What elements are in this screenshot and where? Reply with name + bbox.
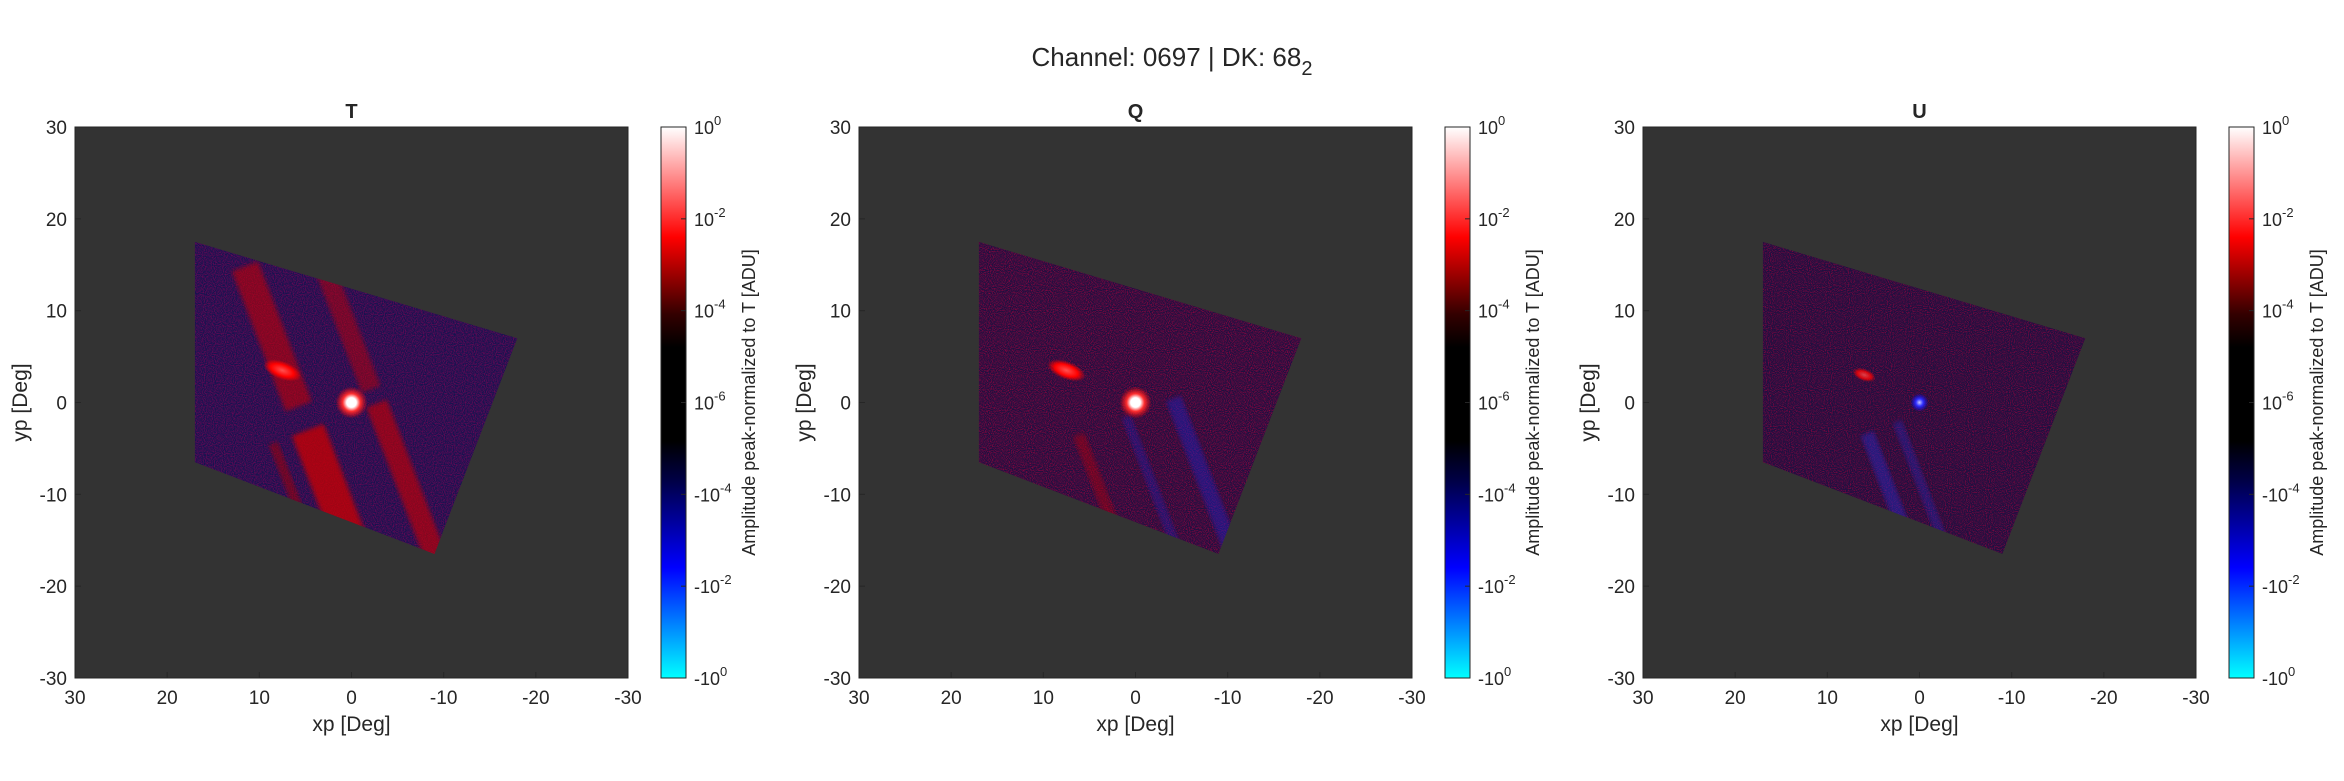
colorbar-tick-label: 10-6: [1478, 389, 1510, 414]
y-axis-label: yp [Deg]: [793, 363, 816, 441]
y-tick-label: 30: [830, 118, 851, 139]
colorbar-tick-label: 10-2: [694, 205, 726, 230]
x-tick-label: -20: [522, 688, 549, 709]
y-tick-label: -10: [1608, 485, 1635, 506]
panel-title: Q: [1128, 101, 1144, 123]
colorbar-tick-label: 10-2: [1478, 205, 1510, 230]
y-tick-label: 0: [1624, 394, 1635, 415]
colorbar-tick-label: 10-6: [694, 389, 726, 414]
y-tick-label: 10: [830, 302, 851, 323]
main-beam: [1910, 393, 1929, 412]
x-axis-label: xp [Deg]: [1096, 713, 1174, 736]
panel-title: U: [1912, 101, 1926, 123]
y-tick-label: -10: [824, 485, 851, 506]
panel-title: T: [345, 101, 357, 123]
y-tick-label: -20: [40, 577, 67, 598]
x-axis-label: xp [Deg]: [1880, 713, 1958, 736]
x-tick-label: 10: [249, 688, 270, 709]
colorbar: 100 10-2 10-4 10-6 -10-4 -10-2 -100 Amplitude p…: [1444, 113, 1543, 689]
y-tick-label: -30: [1608, 669, 1635, 690]
y-tick-label: -30: [824, 669, 851, 690]
x-tick-label: 0: [1914, 688, 1925, 709]
colorbar-tick-label: 10-4: [1478, 297, 1510, 322]
streak: [1860, 430, 1967, 555]
colorbar-tick-label: 100: [694, 113, 721, 138]
colorbar-tick-label: -10-4: [2262, 480, 2300, 505]
x-tick-label: -30: [2182, 688, 2209, 709]
y-tick-label: 20: [46, 210, 67, 231]
y-tick-label: 20: [830, 210, 851, 231]
colorbar-tick-label: -10-4: [1478, 480, 1516, 505]
colorbar-tick-label: 100: [2262, 113, 2289, 138]
colorbar-tick-label: 10-4: [694, 297, 726, 322]
y-tick-label: 20: [1614, 210, 1635, 231]
colorbar-tick-label: -10-4: [694, 480, 732, 505]
y-tick-label: -30: [40, 669, 67, 690]
y-tick-label: 0: [840, 394, 851, 415]
colorbar-label: Amplitude peak-normalized to T [ADU]: [739, 249, 759, 555]
y-axis-label: yp [Deg]: [1577, 363, 1600, 441]
colorbar-label: Amplitude peak-normalized to T [ADU]: [2307, 249, 2327, 555]
streak: [1073, 432, 1178, 555]
main-beam: [1119, 386, 1152, 419]
x-tick-label: 20: [1725, 688, 1746, 709]
colorbar: 100 10-2 10-4 10-6 -10-4 -10-2 -100 Amplitude p…: [660, 113, 759, 689]
x-axis-label: xp [Deg]: [312, 713, 390, 736]
sidelobe-spot: [1047, 359, 1086, 382]
colorbar-label: Amplitude peak-normalized to T [ADU]: [1523, 249, 1543, 555]
figure-title: Channel: 0697 | DK: 682: [1032, 42, 1313, 80]
colorbar-tick-label: 10-2: [2262, 205, 2294, 230]
streak: [1166, 395, 1275, 555]
streak: [366, 399, 481, 555]
x-tick-label: 0: [346, 688, 357, 709]
x-tick-label: 0: [1130, 688, 1141, 709]
colorbar-tick-label: 10-4: [2262, 297, 2294, 322]
y-tick-label: -10: [40, 485, 67, 506]
x-tick-label: 20: [157, 688, 178, 709]
x-tick-label: 30: [64, 688, 85, 709]
y-tick-label: 10: [46, 302, 67, 323]
x-tick-label: 30: [848, 688, 869, 709]
x-tick-label: 30: [1632, 688, 1653, 709]
y-tick-label: -20: [824, 577, 851, 598]
colorbar-tick-label: 100: [1478, 113, 1505, 138]
colorbar-tick-label: -100: [694, 664, 727, 689]
main-beam: [335, 386, 368, 419]
figure-title-main: Channel: 0697 | DK: 68: [1032, 42, 1302, 72]
x-tick-label: -30: [1398, 688, 1425, 709]
colorbar-tick-label: -10-2: [1478, 572, 1516, 597]
colorbar: 100 10-2 10-4 10-6 -10-4 -10-2 -100 Amplitude p…: [2228, 113, 2327, 689]
x-tick-label: -10: [1998, 688, 2025, 709]
sidelobe-spot: [263, 359, 302, 382]
colorbar-tick-label: -10-2: [2262, 572, 2300, 597]
x-tick-label: -30: [614, 688, 641, 709]
colorbar-tick-label: 10-6: [2262, 389, 2294, 414]
x-tick-label: 10: [1817, 688, 1838, 709]
x-tick-label: 20: [941, 688, 962, 709]
y-tick-label: 30: [46, 118, 67, 139]
x-tick-label: -20: [2090, 688, 2117, 709]
colorbar-tick-label: -100: [1478, 664, 1511, 689]
x-tick-label: -10: [1214, 688, 1241, 709]
x-tick-label: 10: [1033, 688, 1054, 709]
x-tick-label: -10: [430, 688, 457, 709]
y-tick-label: 30: [1614, 118, 1635, 139]
y-tick-label: 10: [1614, 302, 1635, 323]
y-tick-label: -20: [1608, 577, 1635, 598]
colorbar-tick-label: -10-2: [694, 572, 732, 597]
y-axis-label: yp [Deg]: [9, 363, 32, 441]
y-tick-label: 0: [56, 394, 67, 415]
figure-title-subscript: 2: [1301, 58, 1312, 80]
x-tick-label: -20: [1306, 688, 1333, 709]
sidelobe-spot: [1852, 367, 1876, 382]
colorbar-tick-label: -100: [2262, 664, 2295, 689]
